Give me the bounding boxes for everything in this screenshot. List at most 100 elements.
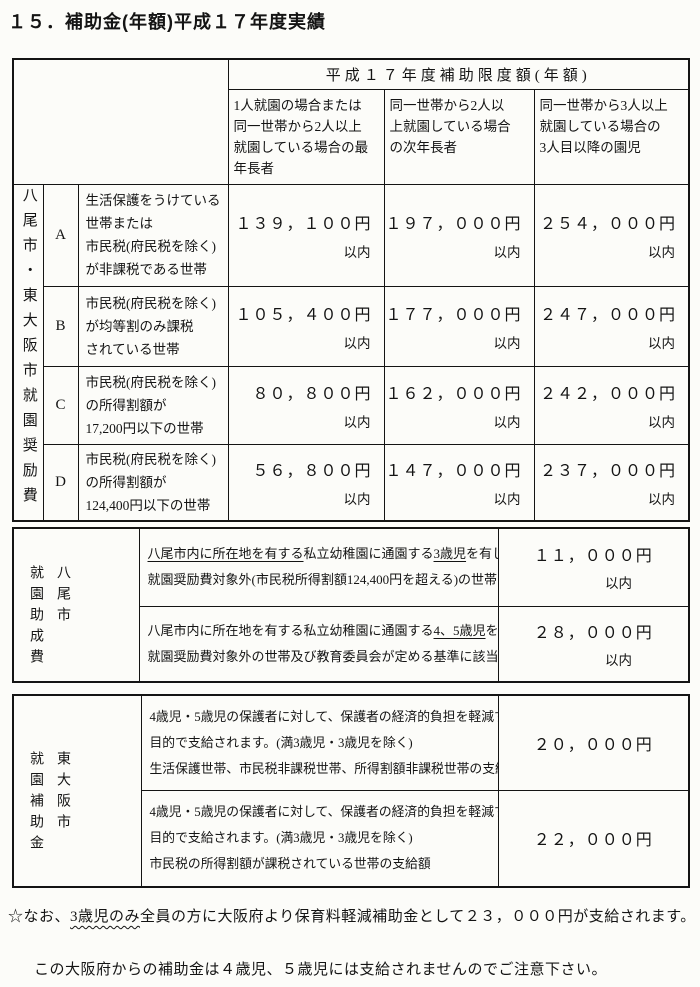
desc-line: されている世帯: [85, 341, 180, 357]
desc-line: 市民税の所得割額が課税されている世帯の支給額: [149, 857, 431, 872]
inai-label: 以内: [343, 335, 371, 351]
amount-cell: ２４２，０００円 以内: [533, 365, 690, 445]
desc-line: の所得割額が: [85, 397, 167, 413]
amount-cell: １１，０００円 以内: [497, 527, 690, 607]
header-line: 3人目以降の園児: [539, 139, 641, 155]
amount: ５６，８００円: [252, 462, 372, 480]
desc-line: 八尾市内に所在地を有する私立幼稚園に通園する4、5歳児を有し、: [147, 618, 498, 644]
plain-text: 八尾市内に所在地を有する私立幼稚園に通園する: [147, 622, 434, 638]
side-label-cell: 就園助成費 八尾市: [12, 527, 140, 683]
amount-cell: １０５，４００円 以内: [227, 285, 385, 367]
fee-type-label: 就園助成費: [28, 564, 43, 670]
amount: ２４７，０００円: [540, 306, 677, 324]
household-desc: 市民税(府民税を除く) の所得割額が 17,200円以下の世帯: [77, 365, 229, 445]
corner-empty-cell: [12, 58, 229, 185]
desc-line: 世帯または: [85, 216, 154, 231]
inai-label: 以内: [648, 414, 676, 430]
amount-cell: ２４７，０００円 以内: [533, 285, 690, 367]
underlined-text: 4、5歳児: [433, 622, 486, 638]
amount: １６２，０００円: [385, 385, 522, 403]
amount: １３９，１００円: [235, 215, 372, 233]
desc-line: 市民税(府民税を除く): [85, 451, 217, 467]
underlined-text: 3歳児: [433, 546, 467, 562]
underlined-text: 八尾市内に所在地を有する: [147, 546, 304, 562]
amount: ２８，０００円: [533, 624, 653, 642]
city-label: 八尾市: [55, 564, 70, 628]
side-label-pair: 就園助成費 八尾市: [14, 541, 138, 670]
inai-label: 以内: [493, 414, 521, 430]
table-row-c: C 市民税(府民税を除く) の所得割額が 17,200円以下の世帯 ８０，８００…: [13, 365, 690, 445]
note-rest: 全員の方に大阪府より保育料軽減補助金として２３，０００円が支給されます。: [140, 909, 696, 925]
amount: ２５４，０００円: [540, 215, 677, 233]
amount-cell: ２５４，０００円 以内: [533, 183, 690, 287]
table-row-b: B 市民税(府民税を除く) が均等割のみ課税 されている世帯 １０５，４００円 …: [13, 285, 690, 367]
inai-label: 以内: [493, 244, 521, 260]
inai-label: 以内: [343, 244, 371, 260]
grade-letter: D: [42, 443, 79, 521]
col-header-third-child: 同一世帯から3人以上 就園している場合の 3人目以降の園児: [533, 88, 690, 185]
desc-line: 目的で支給されます。(満3歳児・3歳児を除く): [149, 735, 413, 750]
note-prefecture-subsidy: ☆なお、3歳児のみ全員の方に大阪府より保育料軽減補助金として２３，０００円が支給…: [8, 905, 696, 926]
grade-letter: B: [42, 285, 79, 367]
inai-label: 以内: [648, 244, 676, 260]
amount-cell: １９７，０００円 以内: [383, 183, 535, 287]
city-label: 東大阪市: [55, 750, 70, 835]
desc-line: 124,400円以下の世帯: [85, 497, 211, 513]
header-line: 就園している場合の: [539, 118, 661, 134]
amount: ２３７，０００円: [540, 462, 677, 480]
inai-label: 以内: [343, 491, 371, 507]
header-line: 同一世帯から2人以上: [233, 118, 362, 134]
table-row-d: D 市民税(府民税を除く) の所得割額が 124,400円以下の世帯 ５６，８０…: [13, 443, 690, 521]
inai-label: 以内: [648, 491, 676, 507]
inai-label: 以内: [343, 414, 371, 430]
amount: １１，０００円: [533, 548, 653, 566]
amount: １０５，４００円: [235, 306, 372, 324]
desc-line: 4歳児・5歳児の保護者に対して、保護者の経済的負担を軽減する: [149, 805, 498, 820]
amount-cell: １３９，１００円 以内: [227, 183, 385, 287]
condition-desc: 4歳児・5歳児の保護者に対して、保護者の経済的負担を軽減する 目的で支給されます…: [140, 789, 499, 888]
condition-desc: 八尾市内に所在地を有する私立幼稚園に通園する3歳児を有し、 就園奨励費対象外(市…: [138, 527, 499, 607]
header-line: 上就園している場合: [389, 118, 511, 134]
desc-line: の所得割額が: [85, 474, 167, 490]
grade-letter: C: [42, 365, 79, 445]
col-header-eldest: 1人就園の場合または 同一世帯から2人以上 就園している場合の最 年長者: [227, 88, 385, 185]
side-label-cell: 就園補助金 東大阪市: [12, 694, 142, 888]
desc-line: 就園奨励費対象外(市民税所得割額124,400円を超える)の世帯: [147, 572, 498, 588]
household-desc: 市民税(府民税を除く) が均等割のみ課税 されている世帯: [77, 285, 229, 367]
page-title: １５．補助金(年額)平成１７年度実績: [8, 12, 326, 32]
desc-line: が均等割のみ課税: [85, 318, 194, 334]
fee-type-label: 就園補助金: [28, 750, 43, 856]
plain-text: を有し、: [485, 622, 498, 638]
desc-line: 生活保護世帯、市民税非課税世帯、所得割額非課税世帯の支給額: [149, 761, 498, 776]
desc-line: 市民税(府民税を除く): [85, 239, 217, 254]
amount: １７７，０００円: [385, 306, 522, 324]
amount-cell: ２２，０００円: [497, 789, 690, 888]
amount-cell: １６２，０００円 以内: [383, 365, 535, 445]
yao-row-45yo: 八尾市内に所在地を有する私立幼稚園に通園する4、5歳児を有し、 就園奨励費対象外…: [13, 605, 690, 683]
amount: ２２，０００円: [533, 832, 653, 850]
desc-line: 生活保護をうけている: [85, 193, 221, 208]
household-desc: 生活保護をうけている 世帯または 市民税(府民税を除く) が非課税である世帯: [77, 183, 229, 287]
amount-cell: ８０，８００円 以内: [227, 365, 385, 445]
note-caution: この大阪府からの補助金は４歳児、５歳児には支給されませんのでご注意下さい。: [34, 962, 608, 978]
inai-label: 以内: [648, 335, 676, 351]
inai-label: 以内: [605, 652, 632, 668]
inai-label: 以内: [493, 335, 521, 351]
desc-line: 目的で支給されます。(満3歳児・3歳児を除く): [149, 831, 413, 846]
condition-desc: 4歳児・5歳児の保護者に対して、保護者の経済的負担を軽減する 目的で支給されます…: [140, 694, 499, 791]
amount-cell: １７７，０００円 以内: [383, 285, 535, 367]
amount-cell: ２３７，０００円 以内: [533, 443, 690, 521]
header-line: 同一世帯から2人以: [389, 97, 505, 113]
amount-cell: ２０，０００円: [497, 694, 690, 791]
plain-text: を有し、: [466, 546, 497, 562]
inai-label: 以内: [605, 576, 632, 592]
amount: １４７，０００円: [385, 462, 522, 480]
amount: １９７，０００円: [385, 215, 522, 233]
note-prefix: ☆なお、: [8, 909, 71, 925]
header-line: 就園している場合の最: [233, 139, 369, 155]
note-wavy-underline: 3歳児のみ: [70, 909, 141, 925]
inai-label: 以内: [493, 491, 521, 507]
condition-desc: 八尾市内に所在地を有する私立幼稚園に通園する4、5歳児を有し、 就園奨励費対象外…: [138, 605, 499, 683]
side-label-pair: 就園補助金 東大阪市: [14, 727, 140, 856]
